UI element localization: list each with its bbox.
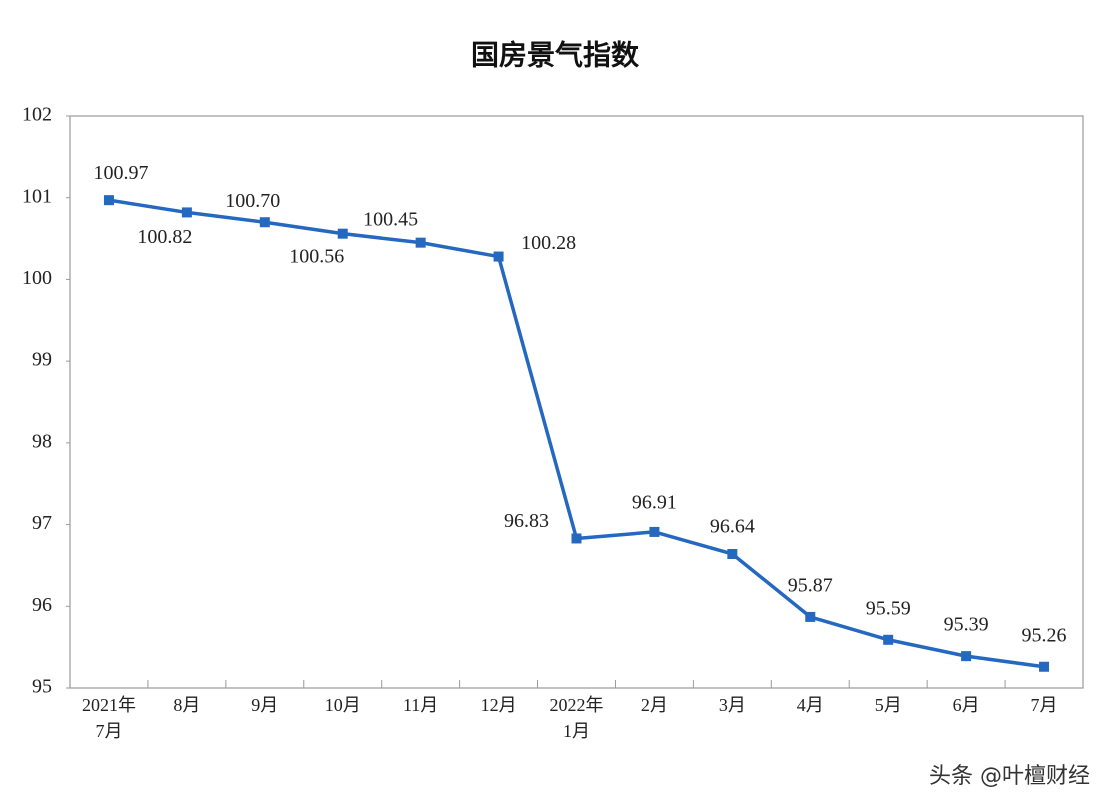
point (727, 548, 738, 559)
y-tick-label: 96 (32, 594, 52, 616)
x-tick-label: 2021年 7月 (81, 695, 136, 741)
point (805, 611, 816, 622)
point (337, 228, 348, 239)
x-tick-label: 9月 (251, 695, 279, 715)
data-label: 100.28 (521, 232, 576, 254)
x-tick-label: 8月 (173, 695, 201, 715)
y-tick-label: 102 (22, 104, 52, 126)
point (1039, 661, 1050, 672)
data-label: 96.91 (632, 492, 677, 514)
data-label: 95.39 (944, 614, 989, 636)
y-tick-label: 98 (32, 430, 52, 452)
y-tick-label: 97 (32, 512, 52, 534)
x-tick-label: 6月 (952, 695, 980, 715)
data-label: 95.59 (866, 597, 911, 619)
point (571, 533, 582, 544)
point (883, 634, 894, 645)
data-label: 95.87 (788, 575, 833, 597)
y-tick-label: 99 (32, 349, 52, 371)
point (259, 217, 270, 228)
data-label: 100.56 (289, 245, 344, 267)
data-label: 95.26 (1022, 624, 1067, 646)
y-tick-label: 100 (22, 267, 52, 289)
y-tick-label: 101 (22, 185, 52, 207)
x-tick-label: 10月 (324, 695, 361, 715)
point (649, 526, 660, 537)
data-label: 100.70 (225, 190, 280, 212)
point (415, 237, 426, 248)
data-label: 100.82 (137, 226, 192, 248)
data-label: 100.97 (93, 162, 148, 184)
data-label: 100.45 (363, 208, 418, 230)
watermark: 头条 @叶檀财经 (929, 764, 1090, 789)
x-tick-label: 2月 (640, 695, 668, 715)
x-tick-label: 12月 (480, 695, 517, 715)
x-tick-label: 5月 (874, 695, 902, 715)
point (181, 207, 192, 218)
x-tick-label: 2022年 1月 (549, 695, 604, 741)
y-tick-label: 95 (32, 676, 52, 698)
chart-title: 国房景气指数 (471, 38, 640, 70)
data-label: 96.64 (710, 516, 755, 538)
plot-frame (69, 115, 1084, 689)
point (493, 251, 504, 262)
x-tick-label: 7月 (1030, 695, 1058, 715)
point (961, 651, 972, 662)
data-label: 96.83 (504, 510, 549, 532)
x-tick-label: 3月 (718, 695, 746, 715)
x-tick-label: 4月 (796, 695, 824, 715)
x-tick-label: 11月 (402, 695, 439, 715)
point (103, 195, 114, 206)
